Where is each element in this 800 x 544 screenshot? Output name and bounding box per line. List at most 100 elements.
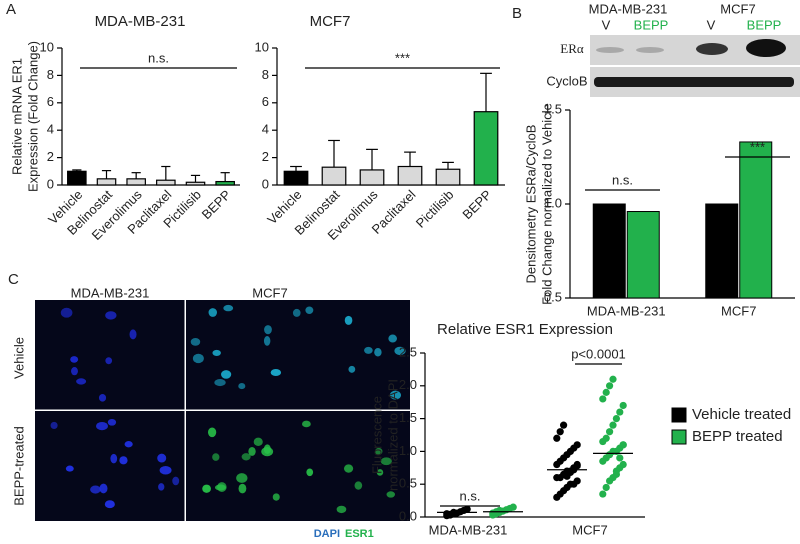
y-tick-label: 0	[47, 176, 54, 191]
nucleus	[90, 485, 101, 494]
y-tick-label: 6	[47, 94, 54, 109]
panel-label: B	[512, 5, 522, 22]
nucleus	[105, 311, 117, 320]
blot-lane: V	[707, 17, 716, 32]
bar	[156, 179, 176, 186]
bar	[96, 178, 117, 186]
micrograph	[186, 300, 410, 410]
bar	[592, 203, 626, 299]
blot-lane: V	[602, 17, 611, 32]
data-point	[553, 434, 561, 442]
bar	[67, 170, 87, 186]
x-tick-label: MCF7	[572, 522, 607, 537]
y-tick-label: 2.5	[399, 344, 417, 359]
nucleus	[124, 441, 133, 448]
y-tick-label: 1.0	[399, 443, 417, 458]
bar	[283, 170, 309, 186]
nucleus	[364, 346, 373, 354]
bar	[321, 166, 347, 186]
nucleus	[263, 336, 271, 346]
data-point	[612, 415, 621, 423]
x-tick-label: BEPP	[199, 187, 234, 222]
nucleus	[107, 418, 117, 426]
nucleus	[158, 483, 165, 491]
nucleus	[71, 367, 78, 376]
data-point	[602, 388, 610, 396]
bar	[626, 211, 660, 299]
x-tick-label: MCF7	[721, 303, 756, 318]
data-point	[496, 506, 504, 515]
nucleus	[221, 370, 232, 379]
significance-label: n.s.	[148, 50, 169, 65]
nucleus	[212, 349, 221, 356]
y-axis-label: Relative mRNA ER1	[9, 58, 24, 175]
blot-band	[746, 39, 786, 57]
data-point	[602, 483, 610, 492]
y-tick-label: 6	[262, 94, 269, 109]
data-point	[556, 428, 564, 436]
stain-label: DAPI	[314, 528, 340, 540]
data-point	[609, 421, 617, 429]
data-point	[599, 395, 607, 403]
significance-label: n.s.	[612, 172, 633, 187]
data-point	[560, 421, 568, 429]
nucleus	[119, 456, 128, 465]
y-tick-label: 8	[47, 67, 54, 82]
micro-cell-line: MDA-MB-231	[71, 285, 150, 300]
chart-title: Relative ESR1 Expression	[437, 321, 613, 338]
y-tick-label: 8	[262, 67, 269, 82]
nucleus	[248, 446, 256, 456]
nucleus	[217, 482, 227, 492]
nucleus	[270, 368, 282, 377]
nucleus	[302, 420, 311, 428]
stain-label: ESR1	[345, 528, 374, 540]
x-tick-label: BEPP	[459, 187, 494, 222]
nucleus	[238, 483, 247, 494]
nucleus	[96, 421, 108, 431]
nucleus	[354, 481, 363, 490]
significance-label: ***	[395, 50, 410, 65]
y-tick-label: 0.5	[399, 476, 417, 491]
bar	[185, 181, 206, 186]
y-tick-label: 10	[40, 39, 54, 54]
bar	[397, 165, 423, 186]
nucleus	[253, 437, 263, 446]
bar	[126, 178, 146, 186]
legend-label: Vehicle treated	[692, 406, 791, 423]
x-tick-label: MDA-MB-231	[429, 522, 508, 537]
bar	[739, 141, 773, 299]
bar	[215, 180, 235, 186]
blot-band	[696, 43, 728, 55]
nucleus	[344, 315, 353, 325]
bar	[705, 203, 739, 299]
nucleus	[65, 465, 74, 472]
nucleus	[172, 476, 180, 486]
nucleus	[50, 421, 58, 430]
data-point	[602, 434, 610, 442]
nucleus	[159, 465, 172, 475]
nucleus	[207, 427, 217, 438]
nucleus	[305, 306, 314, 314]
y-tick-label: 10	[255, 39, 269, 54]
nucleus	[374, 348, 382, 357]
nucleus	[336, 505, 347, 514]
y-axis-label: Fluorescence	[369, 396, 384, 474]
chart-title: MDA-MB-231	[95, 13, 186, 30]
nucleus	[348, 365, 356, 373]
y-tick-label: 4	[262, 122, 269, 137]
nucleus	[104, 500, 115, 509]
nucleus	[389, 390, 402, 400]
data-point	[616, 454, 624, 462]
nucleus	[236, 473, 248, 483]
nucleus	[261, 446, 274, 457]
micrographs	[35, 300, 410, 521]
bar	[359, 169, 385, 186]
blot-band	[636, 47, 664, 53]
significance-label: ***	[750, 139, 765, 154]
data-point	[599, 490, 607, 498]
x-tick-label: MDA-MB-231	[587, 303, 666, 318]
nucleus	[272, 493, 280, 501]
data-point	[619, 401, 627, 410]
data-point	[619, 460, 627, 469]
